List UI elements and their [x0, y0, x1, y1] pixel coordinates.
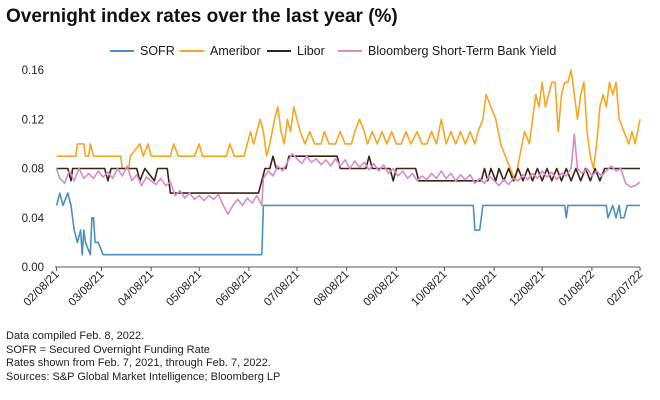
- series-line-sofr: [55, 192, 640, 256]
- note-sofr-definition: SOFR = Secured Overnight Funding Rate: [6, 343, 210, 356]
- x-tick-label-10: 12/08/21: [507, 269, 547, 309]
- y-tick-label-2: 0.08: [22, 164, 44, 176]
- x-tick-label-0: 02/08/21: [22, 269, 62, 309]
- note-data-compiled: Data compiled Feb. 8, 2022.: [6, 330, 145, 342]
- legend-label-libor: Libor: [297, 44, 325, 58]
- y-tick-label-3: 0.12: [22, 114, 44, 126]
- chart-title: Overnight index rates over the last year…: [6, 6, 398, 27]
- x-tick-label-12: 02/07/22: [605, 269, 645, 309]
- legend-label-sofr: SOFR: [140, 44, 175, 58]
- x-tick-label-9: 11/08/21: [460, 269, 500, 309]
- x-tick-label-11: 01/08/22: [557, 269, 597, 309]
- x-tick-label-7: 09/08/21: [361, 269, 401, 309]
- legend-item-ameribor: Ameribor: [180, 44, 261, 58]
- legend-swatch-bloomberg: [338, 50, 362, 52]
- x-tick-label-3: 05/08/21: [164, 269, 204, 309]
- x-tick-label-1: 03/08/21: [66, 269, 106, 309]
- series-line-libor: [56, 155, 640, 194]
- x-tick-label-8: 10/08/21: [409, 269, 449, 309]
- series-line-ameribor: [56, 69, 641, 182]
- x-tick-label-6: 08/08/21: [312, 269, 352, 309]
- y-tick-label-1: 0.04: [22, 213, 45, 225]
- chart-legend: SOFR Ameribor Libor Bloomberg Short-Term…: [0, 44, 660, 62]
- y-tick-label-0: 0.00: [22, 262, 44, 274]
- legend-swatch-libor: [267, 50, 291, 52]
- legend-item-sofr: SOFR: [110, 44, 175, 58]
- legend-item-libor: Libor: [267, 44, 325, 58]
- x-tick-label-5: 07/08/21: [262, 269, 302, 309]
- legend-label-ameribor: Ameribor: [210, 44, 261, 58]
- note-date-range: Rates shown from Feb. 7, 2021, through F…: [6, 357, 271, 369]
- note-sources: Sources: S&P Global Market Intelligence;…: [6, 370, 281, 383]
- y-tick-label-4: 0.16: [22, 65, 44, 77]
- x-tick-label-2: 04/08/21: [116, 269, 156, 309]
- chart-notes: Data compiled Feb. 8, 2022. SOFR = Secur…: [6, 330, 280, 384]
- legend-swatch-sofr: [110, 50, 134, 52]
- legend-label-bloomberg: Bloomberg Short-Term Bank Yield: [368, 44, 557, 58]
- legend-swatch-ameribor: [180, 50, 204, 52]
- line-chart: 0.00 0.04 0.08 0.12 0.16 02/08/21 03/08/21 04/0…: [22, 65, 646, 309]
- legend-item-bloomberg: Bloomberg Short-Term Bank Yield: [338, 44, 556, 58]
- series-line-bloomberg-short-term-bank-yield: [55, 133, 641, 215]
- x-tick-label-4: 06/08/21: [214, 269, 254, 309]
